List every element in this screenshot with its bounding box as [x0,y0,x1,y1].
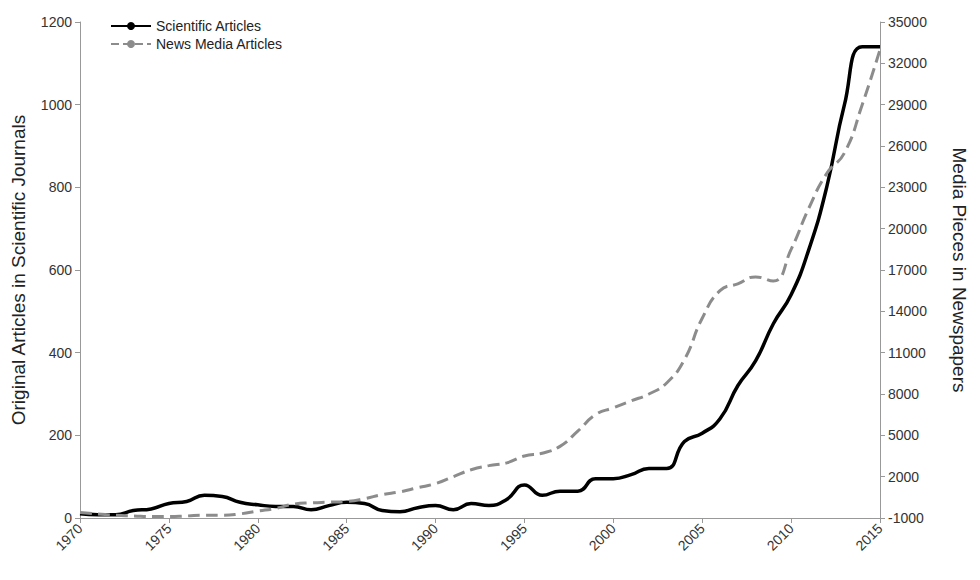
svg-text:8000: 8000 [888,386,919,402]
svg-text:Media Pieces in Newspapers: Media Pieces in Newspapers [949,147,970,392]
svg-text:26000: 26000 [888,138,927,154]
svg-text:20000: 20000 [888,221,927,237]
svg-text:Original Articles in Scientifi: Original Articles in Scientific Journals [8,115,29,425]
svg-text:2015: 2015 [852,520,885,553]
svg-text:0: 0 [64,510,72,526]
svg-text:23000: 23000 [888,179,927,195]
svg-text:1995: 1995 [497,520,530,553]
svg-text:2010: 2010 [763,520,796,553]
svg-text:1970: 1970 [52,520,85,553]
svg-text:1980: 1980 [230,520,263,553]
svg-text:Scientific Articles: Scientific Articles [156,18,261,34]
svg-text:35000: 35000 [888,14,927,30]
svg-text:14000: 14000 [888,303,927,319]
svg-text:1990: 1990 [408,520,441,553]
svg-text:11000: 11000 [888,345,926,361]
svg-text:600: 600 [49,262,73,278]
svg-text:17000: 17000 [888,262,927,278]
svg-text:2000: 2000 [586,520,619,553]
svg-text:1975: 1975 [141,520,174,553]
svg-text:5000: 5000 [888,427,919,443]
svg-text:1000: 1000 [41,97,72,113]
svg-text:1985: 1985 [319,520,352,553]
svg-text:200: 200 [49,427,73,443]
svg-text:32000: 32000 [888,55,927,71]
svg-text:-1000: -1000 [888,510,924,526]
svg-text:800: 800 [49,179,73,195]
svg-text:1200: 1200 [41,14,72,30]
svg-text:News Media Articles: News Media Articles [156,36,282,52]
svg-text:2005: 2005 [675,520,708,553]
svg-text:400: 400 [49,345,73,361]
svg-text:2000: 2000 [888,469,919,485]
svg-text:29000: 29000 [888,97,927,113]
